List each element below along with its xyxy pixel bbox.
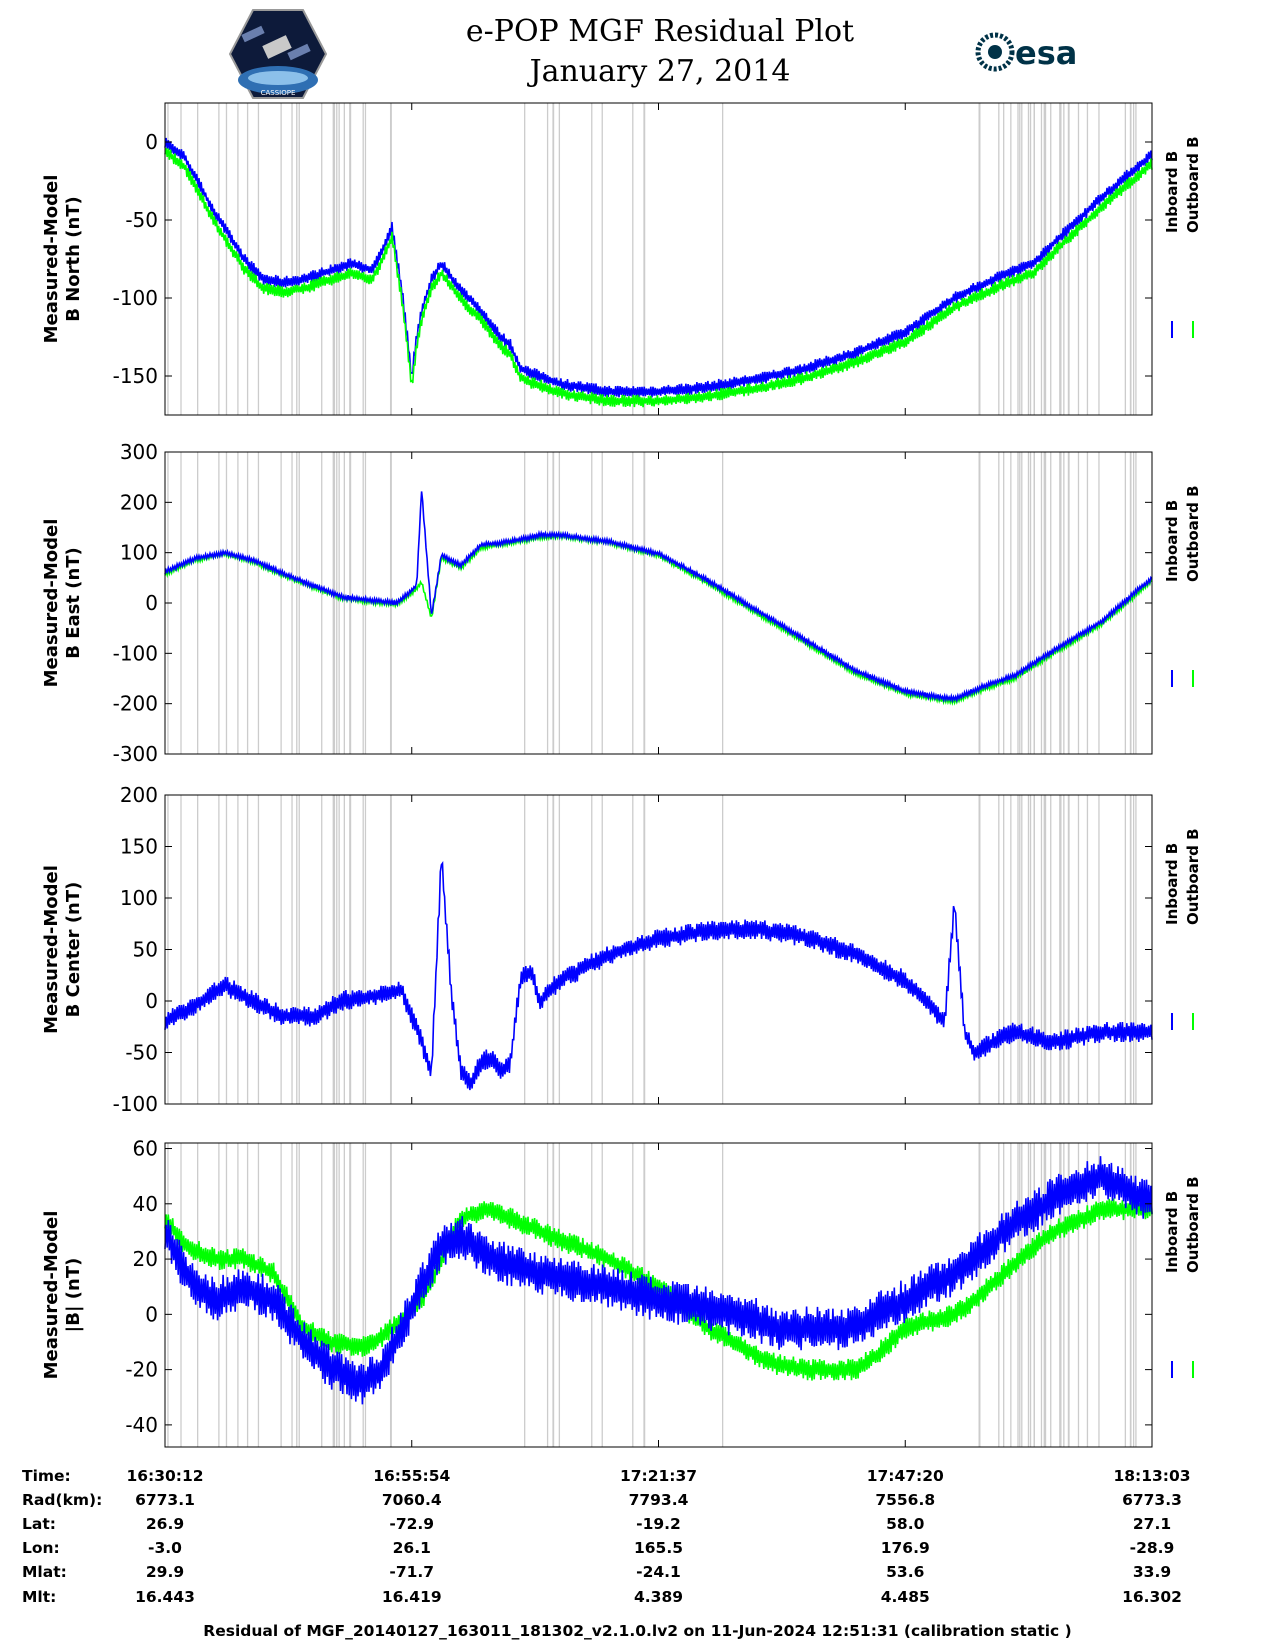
y-tick-label: 50: [133, 938, 158, 962]
table-row-label: Rad(km):: [22, 1491, 103, 1509]
table-cell: 53.6: [886, 1563, 925, 1581]
series-inboard-b: [164, 137, 1153, 398]
legend-label: Inboard B: [1163, 500, 1181, 582]
table-cell: -72.9: [389, 1515, 435, 1533]
y-axis-label: Measured-ModelB North (nT): [41, 175, 84, 344]
table-cell: 6773.1: [135, 1491, 195, 1509]
legend-label: Inboard B: [1163, 151, 1181, 233]
table-cell: 16:30:12: [126, 1467, 204, 1485]
y-tick-label: -100: [113, 286, 158, 310]
y-axis-label-line: Measured-Model: [41, 519, 62, 688]
legend-label: Outboard B: [1184, 1176, 1202, 1273]
y-axis-label-line: B Center (nT): [63, 882, 84, 1018]
table-cell: 29.9: [145, 1563, 185, 1581]
table-cell: -19.2: [636, 1515, 681, 1533]
table-cell: -3.0: [148, 1539, 182, 1557]
y-axis-label-line: |B| (nT): [63, 1258, 84, 1333]
table-cell: 16.419: [381, 1588, 442, 1606]
table-cell: 7060.4: [381, 1491, 442, 1509]
esa-logo-text: esa: [1015, 34, 1077, 72]
y-tick-label: 150: [120, 835, 158, 859]
plot-date: January 27, 2014: [529, 54, 791, 89]
series-inboard-b: [164, 860, 1153, 1091]
y-axis-label-line: Measured-Model: [41, 865, 62, 1034]
table-cell: -28.9: [1129, 1539, 1175, 1557]
y-tick-label: 100: [120, 541, 158, 565]
table-row-label: Lat:: [22, 1515, 56, 1533]
table-row-label: Lon:: [22, 1539, 60, 1557]
y-tick-label: -200: [113, 692, 158, 716]
y-tick-label: 0: [145, 989, 158, 1013]
panel-1: 0 -50 -100 -150 Measured-ModelB North (nT) In…: [41, 102, 1202, 416]
esa-logo: esa: [975, 32, 1077, 72]
y-axis-label: Measured-Model|B| (nT): [41, 1211, 84, 1380]
y-axis-label-line: B East (nT): [63, 547, 84, 659]
series-inboard-b: [164, 1156, 1153, 1405]
footer-caption: Residual of MGF_20140127_163011_181302_v…: [203, 1622, 1072, 1640]
table-cell: -71.7: [389, 1563, 435, 1581]
table-row-label: Mlat:: [22, 1563, 67, 1581]
y-tick-label: -50: [125, 208, 158, 232]
table-cell: -24.1: [636, 1563, 681, 1581]
y-tick-label: 40: [133, 1192, 158, 1216]
table-row-label: Time:: [22, 1467, 71, 1485]
panel-2: 300 200 100 0 -100 -200 -300 Measured-ModelB Ea…: [41, 440, 1202, 766]
table-cell: 27.1: [1132, 1515, 1172, 1533]
panel-4: 60 40 20 0 -20 -40 Measured-Model|B| (nT) Inboa…: [41, 1137, 1202, 1448]
legend-label: Outboard B: [1184, 828, 1202, 925]
y-tick-label: -100: [113, 1092, 158, 1116]
table-cell: 17:47:20: [866, 1467, 944, 1485]
legend-label: Outboard B: [1184, 136, 1202, 233]
table-row-label: Mlt:: [22, 1588, 57, 1606]
y-tick-label: -300: [113, 742, 158, 766]
y-tick-label: 200: [120, 783, 158, 807]
y-tick-label: -50: [125, 1041, 158, 1065]
legend-label: Inboard B: [1163, 843, 1181, 925]
cassiope-logo: CASSIOPE: [228, 9, 328, 99]
table-cell: 4.389: [633, 1588, 684, 1606]
y-tick-label: -150: [113, 364, 158, 388]
y-axis-label-line: Measured-Model: [41, 1211, 62, 1380]
y-tick-label: 20: [133, 1247, 158, 1271]
y-tick-label: -40: [125, 1413, 158, 1437]
plot-title: e-POP MGF Residual Plot: [465, 14, 855, 49]
table-cell: 58.0: [886, 1515, 925, 1533]
legend-label: Outboard B: [1184, 485, 1202, 582]
y-tick-label: 0: [145, 1302, 158, 1326]
y-tick-label: 0: [145, 130, 158, 154]
table-cell: 7793.4: [628, 1491, 689, 1509]
table-cell: 16.443: [135, 1588, 195, 1606]
table-cell: 4.485: [880, 1588, 930, 1606]
series-outboard-b: [164, 1198, 1153, 1381]
y-tick-label: -20: [125, 1358, 158, 1382]
table-cell: 6773.3: [1122, 1491, 1182, 1509]
table-cell: 26.1: [392, 1539, 431, 1557]
table-cell: 16:55:54: [373, 1467, 451, 1485]
table-cell: 7556.8: [875, 1491, 936, 1509]
table-cell: 33.9: [1132, 1563, 1172, 1581]
legend-label: Inboard B: [1163, 1191, 1181, 1273]
y-tick-label: 0: [145, 591, 158, 615]
table-cell: 165.5: [633, 1539, 684, 1557]
cassiope-logo-text: CASSIOPE: [261, 89, 296, 97]
y-axis-label-line: Measured-Model: [41, 175, 62, 344]
panel-3: 200 150 100 50 0 -50 -100 Measured-ModelB Cente…: [41, 783, 1202, 1116]
y-axis-label: Measured-ModelB East (nT): [41, 519, 84, 688]
y-axis-label-line: B North (nT): [63, 196, 84, 322]
table-cell: 17:21:37: [619, 1467, 698, 1485]
table-cell: 26.9: [145, 1515, 185, 1533]
y-tick-label: 200: [120, 490, 158, 514]
y-tick-label: -100: [113, 641, 158, 665]
y-axis-label: Measured-ModelB Center (nT): [41, 865, 84, 1034]
y-tick-label: 100: [120, 886, 158, 910]
y-tick-label: 60: [133, 1137, 158, 1161]
y-tick-label: 300: [120, 440, 158, 464]
table-cell: 176.9: [880, 1539, 930, 1557]
table-cell: 18:13:03: [1113, 1467, 1191, 1485]
series-inboard-b: [164, 491, 1153, 704]
table-cell: 16.302: [1122, 1588, 1182, 1606]
series-outboard-b: [164, 147, 1153, 408]
